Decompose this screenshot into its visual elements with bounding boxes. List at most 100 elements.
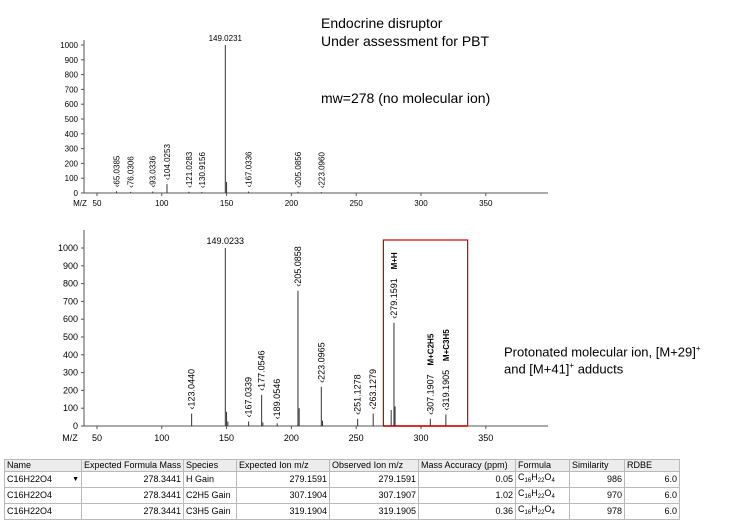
bottom-peak-label-279.1591: ‹279.1591 <box>389 278 399 319</box>
cell-rdbe: 6.0 <box>624 471 681 488</box>
col-formula[interactable]: Formula <box>515 459 571 472</box>
bottom-x-tick-label: 250 <box>349 433 364 443</box>
top-y-tick-label: 0 <box>74 189 79 198</box>
bottom-peak-label-205.0858: ‹205.0858 <box>293 246 303 287</box>
annotation-adducts-text-a: and [M+41] <box>504 361 570 377</box>
bottom-y-tick-label: 200 <box>63 385 78 395</box>
bottom-y-tick-label: 600 <box>63 314 78 324</box>
table-row[interactable]: C16H22O4 278.3441 C3H5 Gain 319.1904 319… <box>4 503 681 520</box>
cell-formula: C16H22O4 <box>515 471 571 488</box>
formula-o: O <box>544 472 552 483</box>
cell-accuracy: 0.36 <box>418 503 517 520</box>
col-similarity[interactable]: Similarity <box>569 459 626 472</box>
col-formula-mass[interactable]: Expected Formula Mass <box>80 459 185 472</box>
cell-formula-mass: 278.3441 <box>80 471 185 488</box>
top-peak-label-223.0960: ‹223.0960 <box>317 152 326 189</box>
top-peak-label-65.0385: ‹65.0385 <box>112 155 121 187</box>
cell-observed-ion: 319.1905 <box>329 503 420 520</box>
results-table: Name Expected Formula Mass Species Expec… <box>4 459 681 520</box>
cell-formula-mass: 278.3441 <box>80 487 185 504</box>
cell-observed-ion: 307.1907 <box>329 487 420 504</box>
annotation-adducts: and [M+41]+ adducts <box>504 357 623 377</box>
top-y-tick-label: 500 <box>65 115 79 124</box>
top-y-tick-label: 900 <box>65 56 79 65</box>
top-y-tick-label: 1000 <box>60 41 78 50</box>
cell-similarity: 970 <box>569 487 626 504</box>
top-peak-label-130.9156: ‹130.9156 <box>198 152 207 189</box>
bottom-y-tick-label: 700 <box>63 296 78 306</box>
bottom-peak-label-223.0965: ‹223.0965 <box>316 342 326 383</box>
formula-c: C <box>518 504 525 515</box>
cell-formula: C16H22O4 <box>515 503 571 520</box>
formula-c: C <box>518 488 525 499</box>
annotation-pbt: Under assessment for PBT <box>321 33 490 49</box>
table-row[interactable]: ▼ C16H22O4 278.3441 H Gain 279.1591 279.1… <box>4 471 681 488</box>
col-expected-ion[interactable]: Expected Ion m/z <box>236 459 331 472</box>
bottom-y-tick-label: 400 <box>63 350 78 360</box>
bottom-y-tick-label: 0 <box>73 421 78 431</box>
cell-similarity: 986 <box>569 471 626 488</box>
annotation-protonated-text: Protonated molecular ion, [M+29] <box>504 344 696 360</box>
bottom-peak-label-307.1907: ‹307.1907 <box>425 374 435 415</box>
table-header-row: Name Expected Formula Mass Species Expec… <box>4 459 681 472</box>
bottom-x-tick-label: 150 <box>219 433 234 443</box>
annotation-adducts-sup: + <box>569 361 575 370</box>
formula-o-count: 4 <box>551 494 555 500</box>
top-y-tick-label: 100 <box>65 174 79 183</box>
name-dropdown-icon[interactable]: ▼ <box>72 476 79 483</box>
formula-o: O <box>544 488 552 499</box>
bottom-peak-label-263.1279: ‹263.1279 <box>368 369 378 410</box>
col-name[interactable]: Name <box>4 459 82 472</box>
bottom-peak-label-167.0339: ‹167.0339 <box>244 377 254 418</box>
bottom-peak-label-149.0233: 149.0233 <box>207 236 245 246</box>
bottom-x-tick-label: 200 <box>284 433 299 443</box>
top-x-tick-label: 350 <box>479 199 493 208</box>
top-peak-label-167.0336: ‹167.0336 <box>245 151 254 188</box>
col-mass-accuracy[interactable]: Mass Accuracy (ppm) <box>418 459 517 472</box>
top-x-axis-label: M/Z <box>73 199 87 208</box>
cell-species: C3H5 Gain <box>183 503 238 520</box>
top-y-tick-label: 700 <box>65 85 79 94</box>
cell-accuracy: 0.05 <box>418 471 517 488</box>
bottom-x-tick-label: 300 <box>413 433 428 443</box>
col-observed-ion[interactable]: Observed Ion m/z <box>329 459 420 472</box>
top-peak-label-104.0253: ‹104.0253 <box>163 144 172 181</box>
bottom-peak-label-123.0440: ‹123.0440 <box>187 369 197 410</box>
annotation-adducts-text-b: adducts <box>574 361 624 377</box>
bottom-y-tick-label: 300 <box>63 368 78 378</box>
formula-c-count: 16 <box>524 510 532 516</box>
col-rdbe[interactable]: RDBE <box>624 459 681 472</box>
table-row[interactable]: C16H22O4 278.3441 C2H5 Gain 307.1904 307… <box>4 487 681 504</box>
formula-o: O <box>544 504 552 515</box>
formula-h: H <box>531 504 538 515</box>
bottom-x-tick-label: 100 <box>154 433 169 443</box>
col-species[interactable]: Species <box>183 459 238 472</box>
top-y-tick-label: 300 <box>65 145 79 154</box>
cell-name[interactable]: ▼ C16H22O4 <box>4 471 82 488</box>
bottom-y-tick-label: 500 <box>63 332 78 342</box>
top-x-tick-label: 250 <box>349 199 363 208</box>
top-x-tick-label: 50 <box>93 199 102 208</box>
bottom-peak-label-177.0546: ‹177.0546 <box>257 350 267 391</box>
top-peak-label-149.0231: 149.0231 <box>209 34 243 43</box>
bottom-peak-tag-M+C3H5: M+C3H5 <box>442 329 451 361</box>
bottom-peak-tag-M+C2H5: M+C2H5 <box>426 333 435 365</box>
cell-rdbe: 6.0 <box>624 487 681 504</box>
bottom-peak-label-189.0546: ‹189.0546 <box>272 379 282 420</box>
formula-c-count: 16 <box>524 478 532 484</box>
cell-species: C2H5 Gain <box>183 487 238 504</box>
formula-o-count: 4 <box>551 510 555 516</box>
top-peak-label-205.0856: ‹205.0856 <box>294 151 303 188</box>
annotation-protonated: Protonated molecular ion, [M+29]+ <box>504 340 701 360</box>
cell-rdbe: 6.0 <box>624 503 681 520</box>
top-peak-label-121.0283: ‹121.0283 <box>185 151 194 188</box>
cell-formula: C16H22O4 <box>515 487 571 504</box>
annotation-mw: mw=278 (no molecular ion) <box>321 90 491 106</box>
bottom-peak-label-251.1278: ‹251.1278 <box>353 374 363 415</box>
bottom-y-tick-label: 800 <box>63 279 78 289</box>
bottom-y-tick-label: 100 <box>63 403 78 413</box>
cell-name: C16H22O4 <box>4 503 82 520</box>
formula-c: C <box>518 472 525 483</box>
formula-h-count: 22 <box>537 478 545 484</box>
